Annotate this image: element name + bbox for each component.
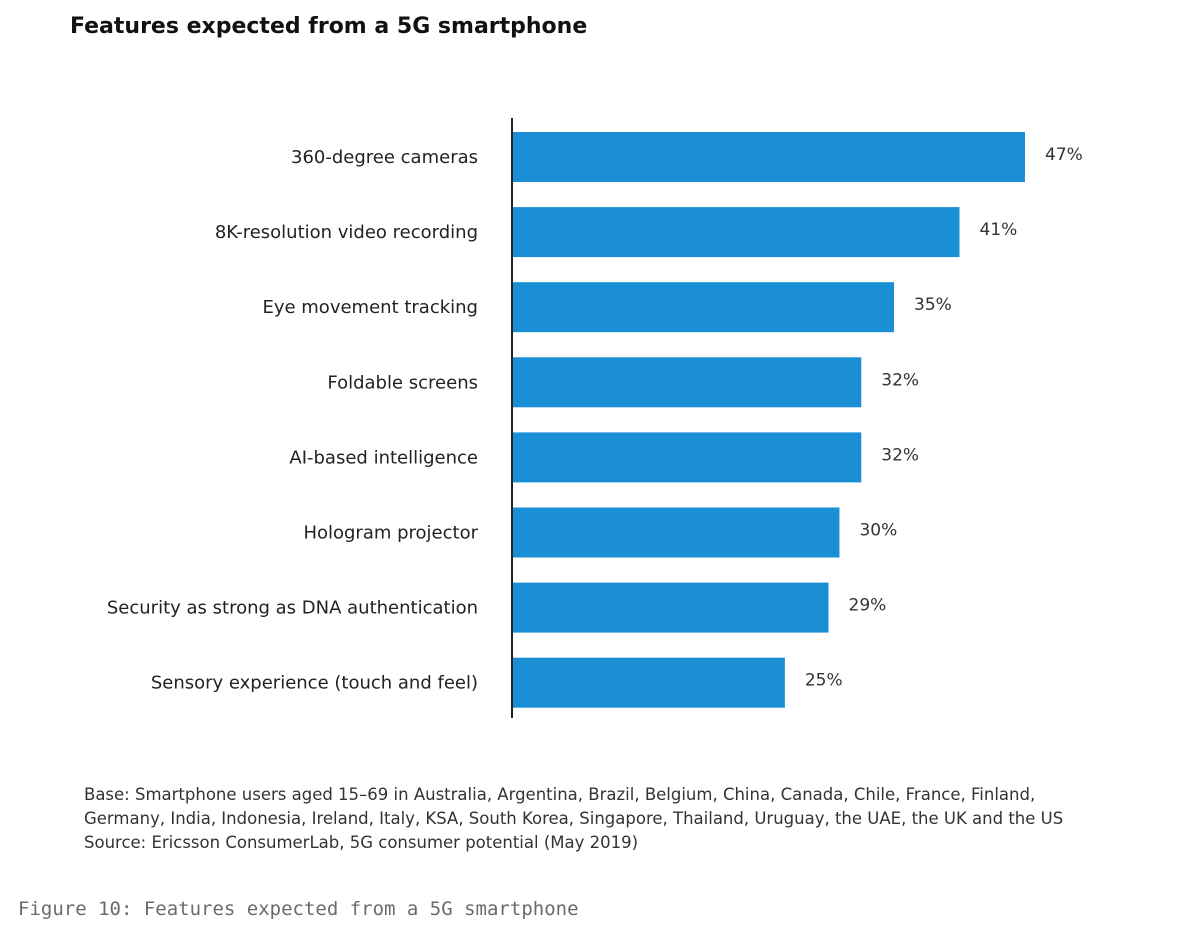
value-label-3: 35%: [914, 295, 952, 315]
value-label-7: 29%: [849, 596, 887, 616]
value-label-8: 25%: [805, 671, 843, 691]
value-label-4: 32%: [881, 370, 919, 390]
category-label-3: Eye movement tracking: [262, 297, 478, 318]
value-label-1: 47%: [1045, 145, 1083, 165]
source-note: Source: Ericsson ConsumerLab, 5G consume…: [84, 833, 639, 852]
chart-notes: Base: Smartphone users aged 15–69 in Aus…: [84, 783, 1063, 855]
category-label-7: Security as strong as DNA authentication: [107, 598, 478, 619]
bar-7: [512, 582, 829, 633]
bar-2: [512, 207, 960, 258]
bar-5: [512, 432, 862, 483]
value-label-5: 32%: [881, 445, 919, 465]
bar-6: [512, 507, 840, 558]
figure-caption: Figure 10: Features expected from a 5G s…: [18, 898, 579, 920]
category-label-4: Foldable screens: [327, 372, 478, 393]
chart-title: Features expected from a 5G smartphone: [70, 14, 588, 39]
bar-8: [512, 657, 785, 708]
category-label-8: Sensory experience (touch and feel): [151, 673, 478, 694]
value-label-6: 30%: [859, 521, 897, 541]
category-label-5: AI-based intelligence: [289, 447, 478, 468]
bar-1: [512, 132, 1025, 182]
value-label-2: 41%: [980, 220, 1018, 240]
category-label-2: 8K-resolution video recording: [215, 222, 478, 243]
bar-chart: 360-degree cameras 47% 8K-resolution video…: [107, 118, 1083, 718]
category-label-6: Hologram projector: [303, 523, 478, 544]
base-note-line-2: Germany, India, Indonesia, Ireland, Ital…: [84, 809, 1064, 828]
bar-3: [512, 282, 895, 333]
base-note-line-1: Base: Smartphone users aged 15–69 in Aus…: [84, 785, 1036, 804]
bar-4: [512, 357, 862, 408]
category-label-1: 360-degree cameras: [291, 147, 478, 168]
